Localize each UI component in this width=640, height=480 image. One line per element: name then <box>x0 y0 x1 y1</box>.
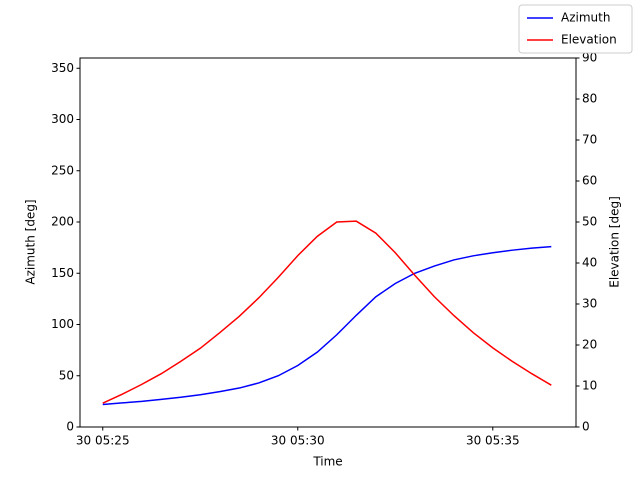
y-tick-label: 0 <box>66 420 74 434</box>
y2-axis-label: Elevation [deg] <box>608 196 622 288</box>
y2-tick-label: 60 <box>582 174 597 188</box>
x-tick-label: 30 05:35 <box>466 434 520 448</box>
data-line <box>102 220 552 404</box>
y2-tick-label: 50 <box>582 215 597 229</box>
y2-tick-label: 40 <box>582 256 597 270</box>
legend-label: Elevation <box>561 33 617 47</box>
y2-tick-label: 70 <box>582 133 597 147</box>
y2-tick-label: 80 <box>582 92 597 106</box>
x-axis-label: Time <box>312 455 342 469</box>
plot-frame <box>79 57 577 428</box>
y2-tick-label: 10 <box>582 379 597 393</box>
y-axis-label: Azimuth [deg] <box>24 199 38 284</box>
y-tick-label: 250 <box>51 163 74 177</box>
legend-label: Azimuth <box>561 11 610 25</box>
x-tick-label: 30 05:25 <box>76 434 130 448</box>
y2-tick-label: 0 <box>582 420 590 434</box>
y2-tick-label: 90 <box>582 51 597 65</box>
data-line <box>102 245 552 406</box>
legend-box <box>518 4 633 54</box>
y-tick-label: 350 <box>51 61 74 75</box>
y2-tick-label: 20 <box>582 338 597 352</box>
y-tick-label: 150 <box>51 266 74 280</box>
y-tick-label: 100 <box>51 317 74 331</box>
y-tick-label: 50 <box>59 368 74 382</box>
y2-tick-label: 30 <box>582 297 597 311</box>
x-tick-label: 30 05:30 <box>271 434 325 448</box>
y-tick-label: 300 <box>51 112 74 126</box>
y-tick-label: 200 <box>51 215 74 229</box>
